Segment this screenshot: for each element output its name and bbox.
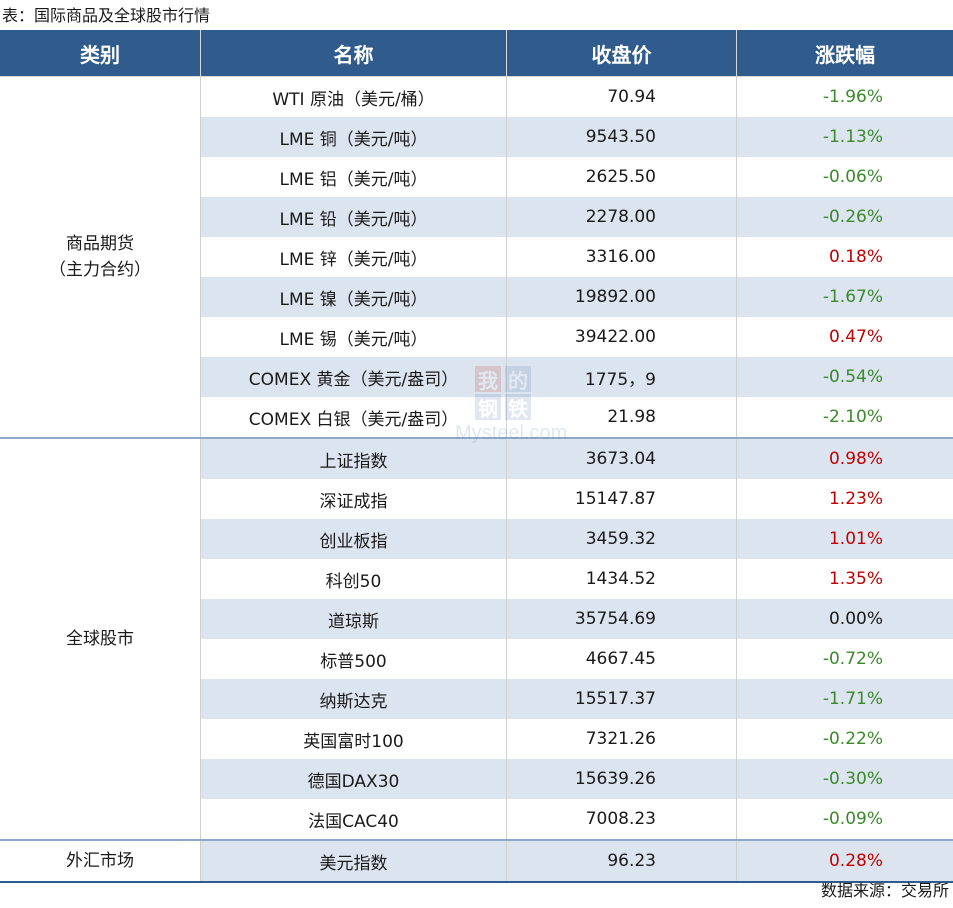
close-price: 96.23 — [507, 841, 737, 881]
close-price: 3459.32 — [507, 519, 737, 559]
close-price: 21.98 — [507, 397, 737, 437]
change-pct: -1.96% — [822, 87, 883, 107]
close-price: 1775，9 — [507, 357, 737, 397]
close-price: 70.94 — [507, 77, 737, 117]
category-cell: 全球股市 — [0, 439, 201, 839]
instrument-name: LME 锌（美元/吨） — [201, 237, 507, 277]
instrument-name: 德国DAX30 — [201, 759, 507, 799]
close-price: 19892.00 — [507, 277, 737, 317]
table-row: 德国DAX30 15639.26 -0.30% — [201, 759, 953, 799]
change-pct: -0.26% — [822, 207, 883, 227]
table-caption: 表：国际商品及全球股市行情 — [2, 6, 211, 25]
change-pct: 1.01% — [828, 529, 883, 549]
change-pct: 0.98% — [828, 449, 883, 469]
change-pct: 0.28% — [828, 851, 883, 871]
instrument-name: LME 铅（美元/吨） — [201, 197, 507, 237]
change-pct: -1.13% — [822, 127, 883, 147]
change-pct: 0.00% — [828, 609, 883, 629]
close-price: 4667.45 — [507, 639, 737, 679]
table-row: 美元指数 96.23 0.28% — [201, 841, 953, 881]
close-price: 7321.26 — [507, 719, 737, 759]
category-label: 外汇市场 — [66, 851, 134, 871]
header-name: 名称 — [201, 30, 507, 76]
instrument-name: 英国富时100 — [201, 719, 507, 759]
close-price: 15517.37 — [507, 679, 737, 719]
instrument-name: 上证指数 — [201, 439, 507, 479]
close-price: 3673.04 — [507, 439, 737, 479]
table-row: 法国CAC40 7008.23 -0.09% — [201, 799, 953, 839]
table-row: LME 镍（美元/吨） 19892.00 -1.67% — [201, 277, 953, 317]
change-pct: -0.09% — [822, 809, 883, 829]
change-pct: 1.35% — [828, 569, 883, 589]
category-cell: 外汇市场 — [0, 841, 201, 881]
instrument-name: WTI 原油（美元/桶） — [201, 77, 507, 117]
instrument-name: 道琼斯 — [201, 599, 507, 639]
close-price: 39422.00 — [507, 317, 737, 357]
category-label: 全球股市 — [66, 629, 134, 649]
table-group: 外汇市场 美元指数 96.23 0.28% — [0, 841, 953, 883]
close-price: 15639.26 — [507, 759, 737, 799]
market-table: 类别 名称 收盘价 涨跌幅 商品期货 （主力合约） WTI 原油（美元/桶） 70.9… — [0, 30, 953, 883]
table-row: 深证成指 15147.87 1.23% — [201, 479, 953, 519]
instrument-name: COMEX 黄金（美元/盎司） — [201, 357, 507, 397]
table-row: COMEX 白银（美元/盎司） 21.98 -2.10% — [201, 397, 953, 437]
change-pct: -0.54% — [822, 367, 883, 387]
category-cell: 商品期货 （主力合约） — [0, 77, 201, 437]
instrument-name: 科创50 — [201, 559, 507, 599]
change-pct: -1.71% — [822, 689, 883, 709]
close-price: 2278.00 — [507, 197, 737, 237]
instrument-name: 创业板指 — [201, 519, 507, 559]
close-price: 2625.50 — [507, 157, 737, 197]
table-row: LME 铅（美元/吨） 2278.00 -0.26% — [201, 197, 953, 237]
close-price: 35754.69 — [507, 599, 737, 639]
table-row: 道琼斯 35754.69 0.00% — [201, 599, 953, 639]
table-row: LME 铝（美元/吨） 2625.50 -0.06% — [201, 157, 953, 197]
instrument-name: 深证成指 — [201, 479, 507, 519]
change-pct: 0.18% — [828, 247, 883, 267]
header-change-pct: 涨跌幅 — [815, 42, 875, 67]
table-row: LME 锌（美元/吨） 3316.00 0.18% — [201, 237, 953, 277]
table-header: 类别 名称 收盘价 涨跌幅 — [0, 30, 953, 77]
table-body: 商品期货 （主力合约） WTI 原油（美元/桶） 70.94 -1.96% LME 铜（美… — [0, 77, 953, 883]
table-row: 英国富时100 7321.26 -0.22% — [201, 719, 953, 759]
instrument-name: 法国CAC40 — [201, 799, 507, 839]
table-row: COMEX 黄金（美元/盎司） 1775，9 -0.54% — [201, 357, 953, 397]
data-source-note: 数据来源：交易所 — [820, 881, 949, 900]
table-row: LME 铜（美元/吨） 9543.50 -1.13% — [201, 117, 953, 157]
table-row: LME 锡（美元/吨） 39422.00 0.47% — [201, 317, 953, 357]
instrument-name: 美元指数 — [201, 841, 507, 881]
change-pct: -0.30% — [822, 769, 883, 789]
instrument-name: 标普500 — [201, 639, 507, 679]
header-close-price: 收盘价 — [507, 30, 737, 76]
table-group: 商品期货 （主力合约） WTI 原油（美元/桶） 70.94 -1.96% LME 铜（美… — [0, 77, 953, 439]
change-pct: 1.23% — [828, 489, 883, 509]
change-pct: -2.10% — [822, 407, 883, 427]
change-pct: -0.72% — [822, 649, 883, 669]
category-label: （主力合约） — [49, 260, 151, 280]
table-row: 标普500 4667.45 -0.72% — [201, 639, 953, 679]
instrument-name: LME 锡（美元/吨） — [201, 317, 507, 357]
close-price: 1434.52 — [507, 559, 737, 599]
table-group: 全球股市 上证指数 3673.04 0.98% 深证成指 15147.87 1.23% 创业板… — [0, 439, 953, 841]
close-price: 15147.87 — [507, 479, 737, 519]
category-label: 商品期货 — [66, 234, 134, 254]
close-price: 9543.50 — [507, 117, 737, 157]
change-pct: -1.67% — [822, 287, 883, 307]
close-price: 7008.23 — [507, 799, 737, 839]
table-row: 科创50 1434.52 1.35% — [201, 559, 953, 599]
change-pct: -0.22% — [822, 729, 883, 749]
table-row: 上证指数 3673.04 0.98% — [201, 439, 953, 479]
instrument-name: LME 镍（美元/吨） — [201, 277, 507, 317]
table-row: 纳斯达克 15517.37 -1.71% — [201, 679, 953, 719]
instrument-name: LME 铝（美元/吨） — [201, 157, 507, 197]
header-category: 类别 — [0, 30, 201, 76]
instrument-name: COMEX 白银（美元/盎司） — [201, 397, 507, 437]
change-pct: 0.47% — [828, 327, 883, 347]
instrument-name: 纳斯达克 — [201, 679, 507, 719]
change-pct: -0.06% — [822, 167, 883, 187]
instrument-name: LME 铜（美元/吨） — [201, 117, 507, 157]
table-row: 创业板指 3459.32 1.01% — [201, 519, 953, 559]
close-price: 3316.00 — [507, 237, 737, 277]
table-row: WTI 原油（美元/桶） 70.94 -1.96% — [201, 77, 953, 117]
